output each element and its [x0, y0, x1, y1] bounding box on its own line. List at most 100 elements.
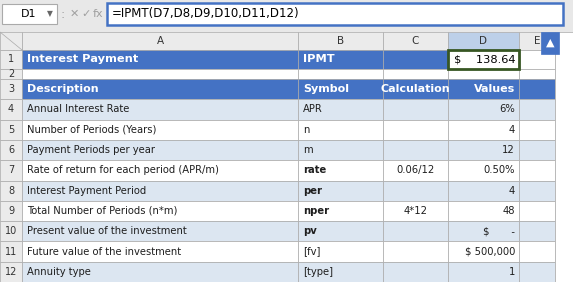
Text: IPMT: IPMT	[303, 54, 335, 65]
Bar	[0, 32, 22, 50]
Text: per: per	[303, 186, 322, 196]
Bar	[298, 120, 383, 140]
Bar	[22, 79, 298, 99]
Text: Annuity type: Annuity type	[27, 267, 91, 277]
Text: =IPMT(D7,D8,D9,D10,D11,D12): =IPMT(D7,D8,D9,D10,D11,D12)	[112, 8, 300, 21]
Text: 6%: 6%	[499, 104, 515, 114]
Text: C: C	[412, 36, 419, 46]
Text: $       -: $ -	[483, 226, 515, 236]
Bar	[448, 221, 519, 241]
Bar	[22, 120, 298, 140]
Text: E: E	[534, 36, 540, 46]
Text: 9: 9	[8, 206, 14, 216]
Bar	[555, 32, 573, 282]
Bar	[519, 221, 555, 241]
Text: Rate of return for each period (APR/m): Rate of return for each period (APR/m)	[27, 165, 219, 175]
Bar	[0, 79, 22, 99]
Bar	[298, 140, 383, 160]
Text: Annual Interest Rate: Annual Interest Rate	[27, 104, 129, 114]
Bar	[298, 241, 383, 262]
Bar	[383, 262, 448, 282]
Text: Future value of the investment: Future value of the investment	[27, 246, 181, 257]
Bar	[448, 262, 519, 282]
Text: ▼: ▼	[47, 10, 53, 19]
Bar	[383, 201, 448, 221]
Text: ▲: ▲	[545, 38, 554, 48]
Bar	[22, 140, 298, 160]
Bar	[298, 201, 383, 221]
Bar	[22, 221, 298, 241]
Bar	[0, 120, 22, 140]
Bar	[2, 4, 57, 24]
Bar	[383, 221, 448, 241]
Bar	[519, 50, 555, 69]
Bar	[448, 180, 519, 201]
Text: 1: 1	[8, 54, 14, 65]
Bar	[22, 201, 298, 221]
Bar	[0, 160, 22, 180]
Bar	[22, 50, 298, 69]
Bar	[22, 32, 298, 50]
Bar	[519, 201, 555, 221]
Text: Symbol: Symbol	[303, 84, 349, 94]
Text: nper: nper	[303, 206, 329, 216]
Bar	[0, 201, 22, 221]
Bar	[22, 180, 298, 201]
Text: 12: 12	[503, 145, 515, 155]
Text: 4: 4	[509, 186, 515, 196]
Bar	[0, 50, 22, 69]
Bar	[0, 0, 573, 32]
Text: Number of Periods (Years): Number of Periods (Years)	[27, 125, 156, 135]
Text: [type]: [type]	[303, 267, 333, 277]
Bar	[298, 99, 383, 120]
Bar	[383, 50, 448, 69]
Bar	[22, 69, 298, 79]
Bar	[448, 32, 519, 50]
Bar	[22, 160, 298, 180]
Bar	[448, 50, 519, 69]
Bar	[22, 99, 298, 120]
Bar	[519, 262, 555, 282]
Text: Values: Values	[474, 84, 515, 94]
Text: 1: 1	[509, 267, 515, 277]
Bar	[519, 180, 555, 201]
Bar	[383, 99, 448, 120]
Bar	[519, 160, 555, 180]
Bar	[0, 262, 22, 282]
Bar	[519, 99, 555, 120]
Bar	[383, 241, 448, 262]
Text: :: :	[61, 8, 65, 21]
Bar	[519, 32, 555, 50]
Bar	[448, 160, 519, 180]
Bar	[298, 79, 383, 99]
Text: Description: Description	[27, 84, 99, 94]
Text: D: D	[480, 36, 488, 46]
Bar	[0, 241, 22, 262]
Text: 8: 8	[8, 186, 14, 196]
Bar	[519, 241, 555, 262]
Bar	[0, 140, 22, 160]
Bar	[383, 69, 448, 79]
Text: D1: D1	[21, 9, 37, 19]
Bar	[0, 99, 22, 120]
Bar	[383, 120, 448, 140]
Text: 0.50%: 0.50%	[484, 165, 515, 175]
Bar	[0, 221, 22, 241]
Bar	[383, 79, 448, 99]
Text: 10: 10	[5, 226, 17, 236]
Text: rate: rate	[303, 165, 326, 175]
Text: 4*12: 4*12	[403, 206, 427, 216]
Bar	[448, 69, 519, 79]
Text: pv: pv	[303, 226, 317, 236]
Text: Interest Payment Period: Interest Payment Period	[27, 186, 146, 196]
Text: n: n	[303, 125, 309, 135]
Text: fx: fx	[93, 9, 103, 19]
Bar	[519, 79, 555, 99]
Text: $ 500,000: $ 500,000	[465, 246, 515, 257]
Bar	[298, 221, 383, 241]
Text: $    138.64: $ 138.64	[453, 54, 515, 65]
Text: 0.06/12: 0.06/12	[397, 165, 435, 175]
Text: 7: 7	[8, 165, 14, 175]
Bar	[383, 180, 448, 201]
Bar	[22, 262, 298, 282]
